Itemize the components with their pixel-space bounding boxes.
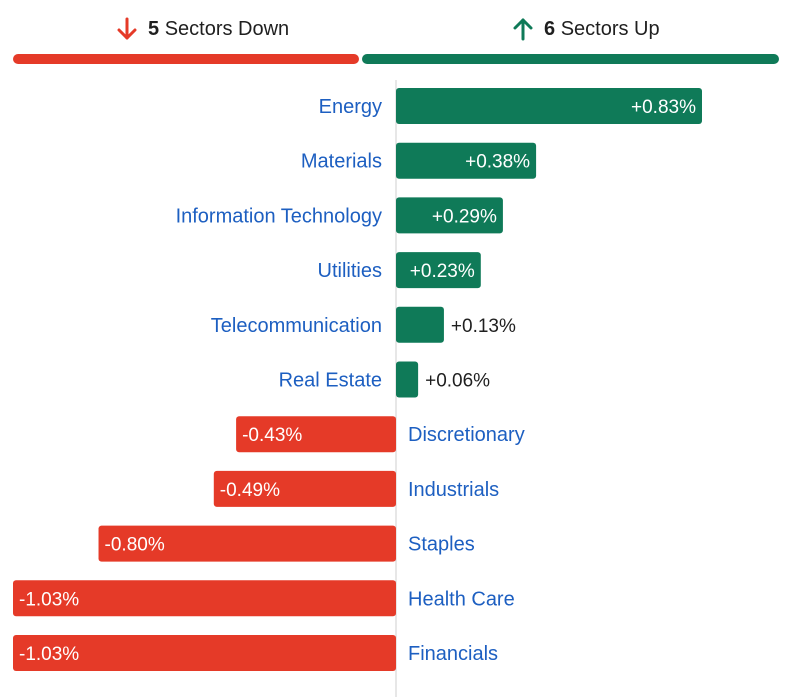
sector-bar (396, 306, 444, 343)
sector-row: Health Care -1.03% (13, 580, 515, 617)
sector-row: Telecommunication +0.13% (211, 306, 516, 343)
sector-label: Energy (319, 96, 382, 118)
sector-value-label: +0.13% (451, 316, 516, 337)
sector-label: Materials (301, 151, 382, 173)
sectors-up-count: 6 (544, 17, 556, 40)
sector-bar (396, 252, 481, 289)
sector-row: Industrials -0.49% (213, 470, 499, 507)
sector-value-label: +0.38% (465, 152, 530, 173)
sector-value-label: -0.43% (242, 425, 302, 446)
sector-value-label: -1.03% (19, 589, 79, 610)
sectors-down-summary: 5 Sectors Down (116, 14, 289, 44)
sector-performance-chart: Energy +0.83% Materials +0.38% Information T… (0, 80, 801, 697)
sector-row: Staples -0.80% (98, 525, 475, 562)
sector-label: Telecommunication (211, 315, 382, 337)
sector-value-label: -0.49% (220, 480, 280, 501)
sector-bar (13, 635, 396, 671)
sector-bar (13, 580, 396, 617)
arrow-down-icon (116, 17, 138, 41)
sector-label: Utilities (318, 260, 382, 282)
sector-label: Health Care (408, 588, 515, 610)
sector-row: Energy +0.83% (319, 88, 702, 124)
sector-value-label: +0.29% (432, 206, 497, 227)
sector-bar-chart: Energy +0.83% Materials +0.38% Information T… (13, 80, 702, 697)
sector-value-label: +0.06% (425, 371, 490, 392)
sector-label: Staples (408, 534, 475, 556)
sector-row: Financials -1.03% (13, 635, 498, 671)
sector-bar (213, 470, 396, 507)
sector-value-label: +0.23% (410, 261, 475, 282)
sector-bar (396, 142, 537, 179)
sector-value-label: -1.03% (19, 644, 79, 665)
sector-row: Real Estate +0.06% (279, 361, 490, 398)
sectors-down-count: 5 (148, 17, 160, 40)
sector-label: Discretionary (408, 424, 525, 446)
sector-bar (396, 361, 419, 398)
sectors-up-bar (362, 54, 779, 64)
sectors-down-bar (13, 54, 359, 64)
sector-label: Industrials (408, 479, 499, 501)
sector-label: Information Technology (176, 205, 382, 227)
sector-row: Utilities +0.23% (318, 252, 481, 289)
sector-row: Materials +0.38% (301, 142, 537, 179)
sector-label: Financials (408, 643, 498, 665)
sector-bar (396, 88, 702, 124)
sector-value-label: +0.83% (631, 97, 696, 118)
sectors-up-summary: 6 Sectors Up (512, 14, 660, 44)
sectors-up-text: Sectors Up (560, 17, 660, 40)
sector-value-label: -0.80% (105, 535, 165, 556)
sector-row: Discretionary -0.43% (236, 416, 525, 453)
sectors-down-text: Sectors Down (164, 17, 290, 40)
sector-bar (396, 197, 503, 234)
sector-bar (98, 525, 397, 562)
sector-bar (236, 416, 396, 453)
sector-label: Real Estate (279, 370, 382, 392)
sector-summary: 5 Sectors Down 6 Sectors Up (0, 0, 801, 70)
arrow-up-icon (512, 17, 534, 41)
sector-row: Information Technology +0.29% (176, 197, 503, 234)
